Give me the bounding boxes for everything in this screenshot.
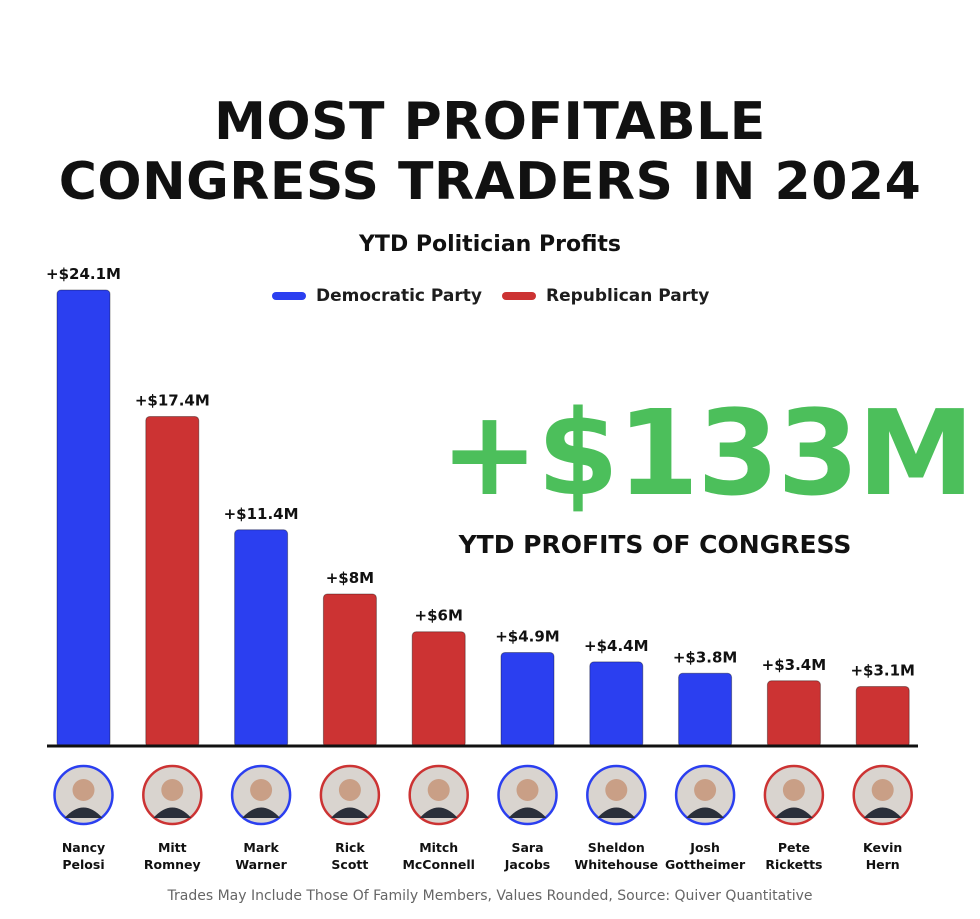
avatar-body-icon bbox=[774, 807, 813, 818]
chart-title: YTD Politician Profits bbox=[359, 232, 621, 257]
bar-warner bbox=[234, 529, 289, 748]
page-title: MOST PROFITABLE CONGRESS TRADERS IN 2024 bbox=[0, 92, 980, 212]
first-name-label: Mitt bbox=[158, 840, 187, 855]
bar-value-label: +$3.8M bbox=[673, 648, 738, 666]
first-name-label: Rick bbox=[335, 840, 365, 855]
bar-mcconnell bbox=[411, 631, 466, 748]
bar-jacobs bbox=[500, 651, 555, 748]
bar-value-label: +$17.4M bbox=[135, 391, 210, 409]
last-name-label: Scott bbox=[331, 857, 368, 872]
bar-scott bbox=[322, 593, 377, 748]
last-name-label: Pelosi bbox=[62, 857, 104, 872]
last-name-label: Hern bbox=[866, 857, 900, 872]
bar-pelosi bbox=[56, 289, 111, 748]
avatar-head-icon bbox=[427, 779, 450, 801]
bar-gottheimer bbox=[678, 672, 733, 748]
avatar-head-icon bbox=[161, 779, 184, 801]
avatar-body-icon bbox=[242, 807, 281, 818]
title-line-2: CONGRESS TRADERS IN 2024 bbox=[58, 152, 922, 212]
first-name-label: Sheldon bbox=[588, 840, 645, 855]
legend-swatch-democratic bbox=[272, 292, 306, 300]
first-name-label: Kevin bbox=[863, 840, 902, 855]
bar-hern bbox=[855, 685, 910, 748]
avatar-head-icon bbox=[605, 779, 628, 801]
avatar-body-icon bbox=[508, 807, 547, 818]
first-name-label: Mark bbox=[243, 840, 279, 855]
avatar-body-icon bbox=[863, 807, 902, 818]
bar-value-label: +$24.1M bbox=[46, 265, 121, 283]
bar-value-label: +$3.1M bbox=[850, 661, 915, 679]
avatar-body-icon bbox=[597, 807, 636, 818]
bar-romney bbox=[145, 415, 200, 748]
source-footnote: Trades May Include Those Of Family Membe… bbox=[167, 888, 813, 904]
avatar-body-icon bbox=[330, 807, 369, 818]
last-name-label: Warner bbox=[235, 857, 287, 872]
avatar-body-icon bbox=[419, 807, 458, 818]
bar-value-label: +$8M bbox=[326, 569, 374, 587]
title-line-1: MOST PROFITABLE bbox=[214, 92, 766, 152]
bar-whitehouse bbox=[589, 661, 644, 748]
last-name-label: Ricketts bbox=[765, 857, 822, 872]
legend-label-republican: Republican Party bbox=[546, 286, 710, 306]
last-name-label: Romney bbox=[144, 857, 201, 872]
bar-value-label: +$4.9M bbox=[495, 627, 560, 645]
last-name-label: McConnell bbox=[402, 857, 474, 872]
legend-label-democratic: Democratic Party bbox=[316, 286, 482, 306]
first-name-label: Josh bbox=[689, 840, 720, 855]
chart-legend: Democratic Party Republican Party bbox=[0, 286, 980, 312]
last-name-label: Whitehouse bbox=[574, 857, 658, 872]
first-name-label: Sara bbox=[511, 840, 543, 855]
avatar-head-icon bbox=[694, 779, 717, 801]
first-name-label: Mitch bbox=[419, 840, 458, 855]
avatar-head-icon bbox=[338, 779, 361, 801]
bar-value-label: +$4.4M bbox=[584, 637, 649, 655]
avatar-head-icon bbox=[871, 779, 894, 801]
legend-item-democratic: Democratic Party bbox=[272, 286, 482, 306]
avatar-body-icon bbox=[64, 807, 103, 818]
avatar-body-icon bbox=[153, 807, 192, 818]
avatar-head-icon bbox=[516, 779, 539, 801]
legend-item-republican: Republican Party bbox=[502, 286, 709, 306]
bar-value-label: +$11.4M bbox=[224, 505, 299, 523]
last-name-label: Jacobs bbox=[504, 857, 550, 872]
avatar-head-icon bbox=[250, 779, 273, 801]
total-profit-caption: YTD PROFITS OF CONGRESS bbox=[458, 530, 852, 559]
legend-swatch-republican bbox=[502, 292, 536, 300]
bar-value-label: +$3.4M bbox=[762, 656, 827, 674]
first-name-label: Nancy bbox=[62, 840, 105, 855]
avatar-head-icon bbox=[782, 779, 805, 801]
avatar-head-icon bbox=[72, 779, 95, 801]
last-name-label: Gottheimer bbox=[665, 857, 746, 872]
first-name-label: Pete bbox=[778, 840, 810, 855]
bar-value-label: +$6M bbox=[415, 607, 463, 625]
bar-ricketts bbox=[766, 680, 821, 748]
avatar-body-icon bbox=[686, 807, 725, 818]
